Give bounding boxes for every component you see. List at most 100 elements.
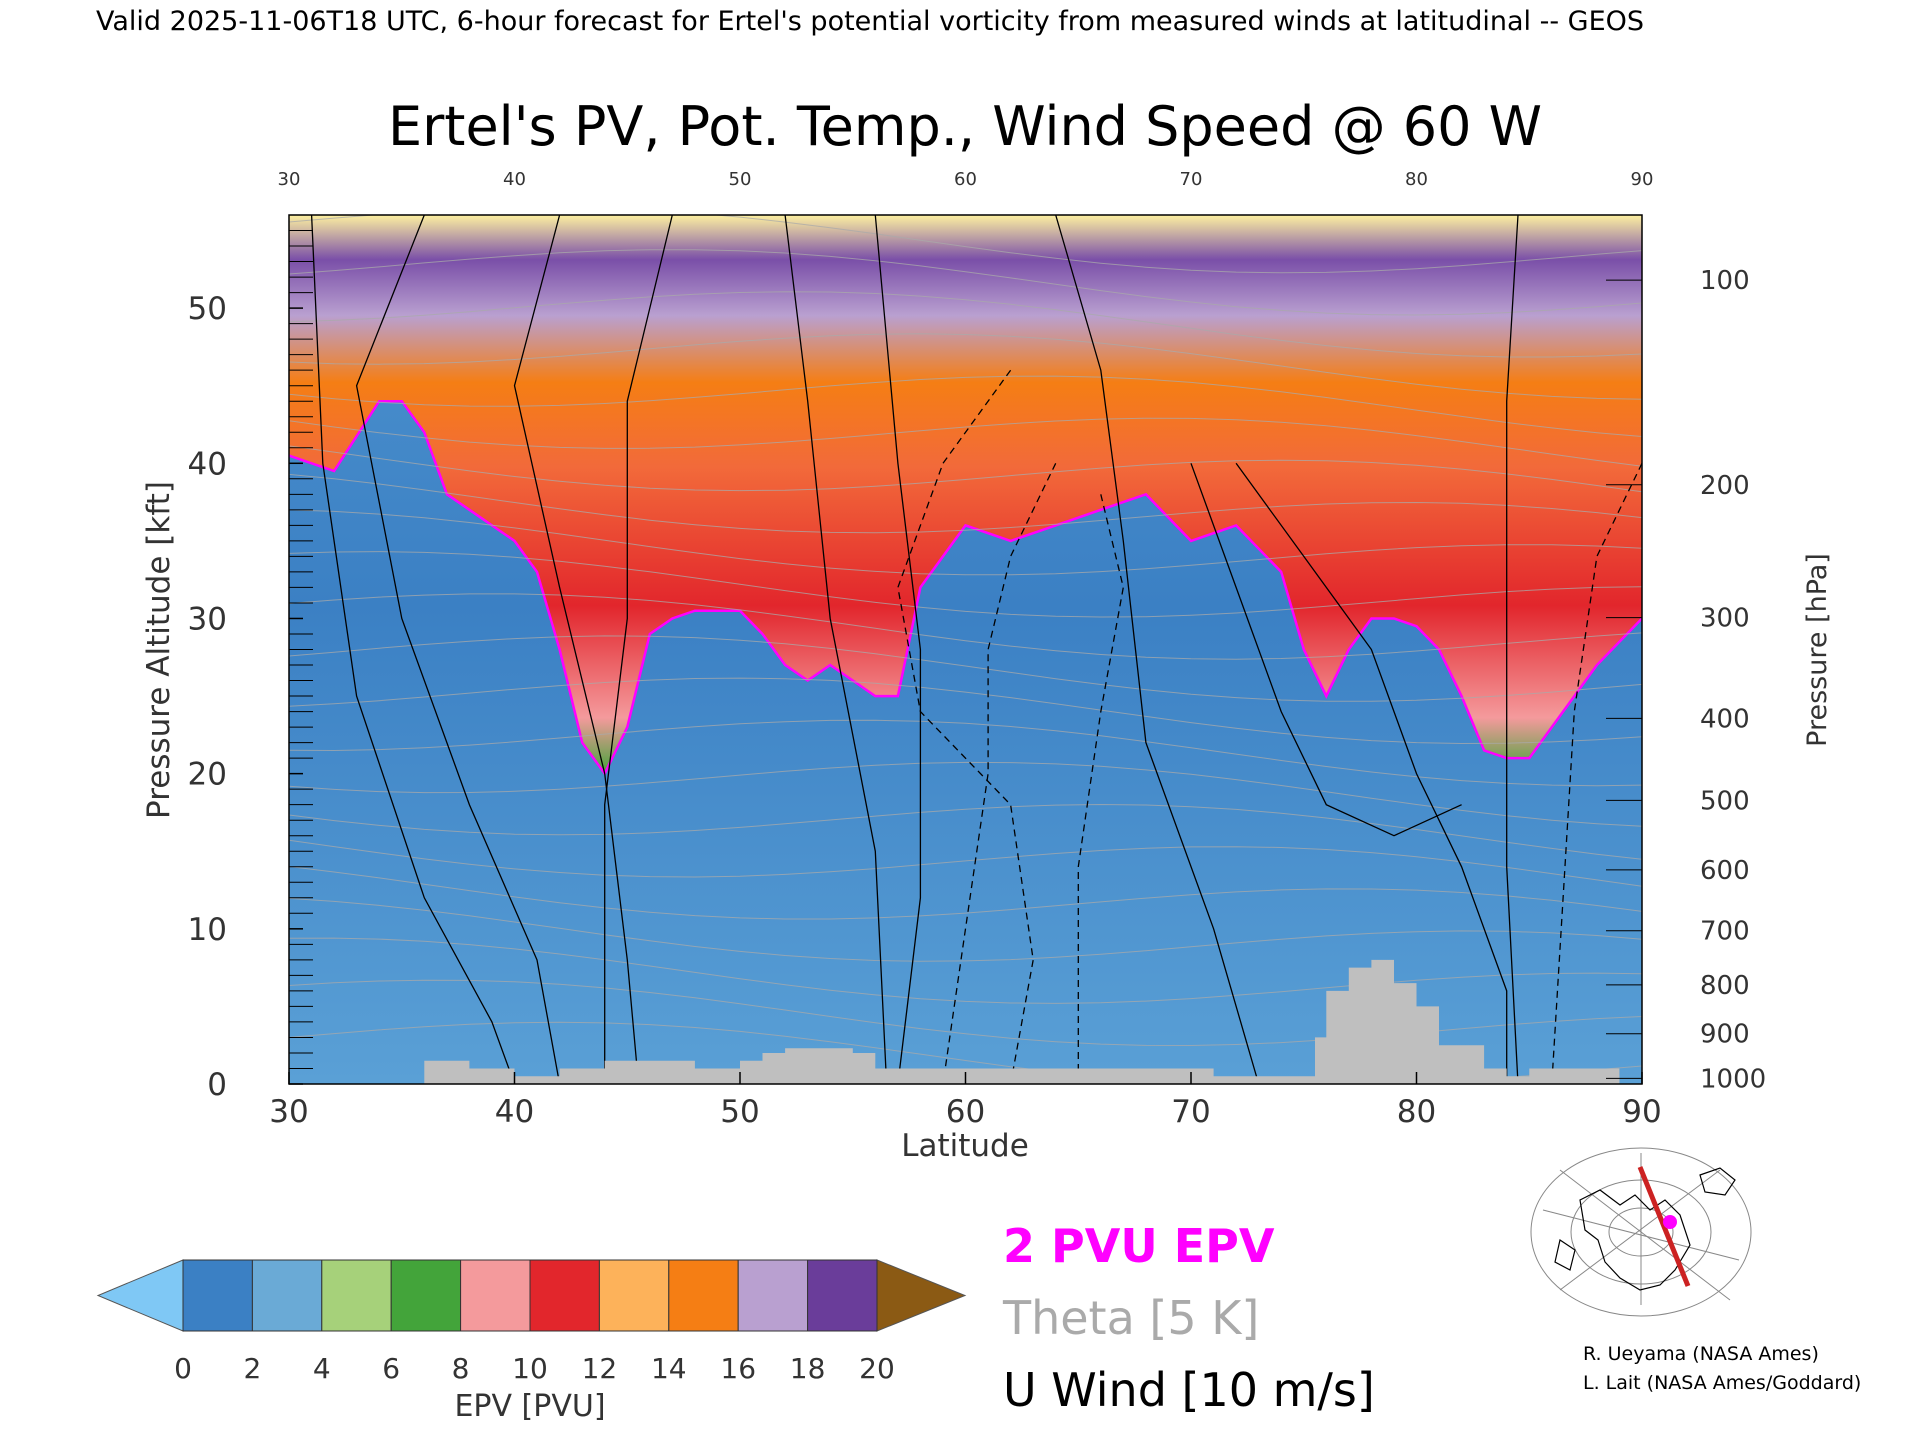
credit-line-2: L. Lait (NASA Ames/Goddard) (1583, 1372, 1861, 1394)
y-tick-label: 20 (188, 757, 227, 793)
colorbar-tick-label: 20 (859, 1352, 895, 1385)
colorbar-tick-label: 8 (452, 1352, 470, 1385)
y-tick-label: 10 (188, 912, 227, 948)
inset-track-line (1637, 1166, 1691, 1287)
colorbar-swatch (529, 1259, 600, 1332)
top-x-tick-label: 60 (954, 169, 977, 190)
colorbar-tick-label: 12 (582, 1352, 618, 1385)
colorbar-tick-label: 14 (651, 1352, 687, 1385)
pv-2pvu-contour (289, 399, 1642, 777)
pressure-tick-label: 200 (1700, 471, 1750, 501)
colorbar-swatch (390, 1259, 462, 1332)
u-wind-contour (874, 215, 922, 1084)
colorbar-tick-label: 4 (313, 1352, 331, 1385)
theta-contour (289, 719, 1642, 787)
pressure-tick-label: 800 (1700, 971, 1750, 1001)
inset-coastline (1554, 1167, 1736, 1291)
pressure-tick-label: 500 (1700, 786, 1750, 816)
colorbar-tick-label: 6 (382, 1352, 400, 1385)
x-tick-label: 70 (1171, 1094, 1210, 1130)
x-tick-label: 60 (946, 1094, 985, 1130)
colorbar-swatch (598, 1259, 670, 1332)
colorbar-tick-label: 16 (720, 1352, 756, 1385)
theta-contour (289, 375, 1642, 437)
terrain-mask (424, 959, 1620, 1084)
top-x-tick-label: 30 (278, 169, 301, 190)
y2-axis-label: Pressure [hPa] (1802, 553, 1833, 747)
u-wind-contour (784, 215, 888, 1084)
theta-contour (289, 593, 1642, 660)
pressure-tick-label: 900 (1700, 1020, 1750, 1050)
x-tick-label: 30 (269, 1094, 308, 1130)
theta-contour (289, 839, 1642, 887)
colorbar-tick-label: 2 (243, 1352, 261, 1385)
colorbar-swatch (182, 1259, 253, 1332)
u-wind-contour (1190, 463, 1462, 837)
theta-contour (289, 1021, 1642, 1084)
x-tick-label: 80 (1397, 1094, 1436, 1130)
colorbar-swatch (460, 1259, 531, 1332)
theta-contour (289, 509, 1642, 576)
u-wind-contour (513, 215, 640, 1084)
y-tick-label: 40 (188, 446, 227, 482)
y-tick-label: 0 (207, 1067, 227, 1103)
chart-title: Ertel's PV, Pot. Temp., Wind Speed @ 60 … (388, 95, 1542, 158)
colorbar-swatch (807, 1259, 878, 1332)
colorbar-swatch (668, 1259, 739, 1332)
inset-map (1530, 1147, 1752, 1317)
colorbar-label: EPV [PVU] (454, 1389, 605, 1424)
y-axis-label: Pressure Altitude [kft] (141, 481, 177, 819)
top-x-tick-label: 70 (1180, 169, 1203, 190)
colorbar-over-arrow (876, 1259, 967, 1332)
colorbar-swatch (321, 1259, 392, 1332)
u-wind-contour (1055, 215, 1260, 1084)
theta-contour (289, 761, 1642, 827)
theta-contour (289, 937, 1642, 1004)
u-wind-contour (310, 215, 516, 1084)
theta-contour (289, 445, 1642, 493)
theta-contour (289, 677, 1642, 745)
legend-pv: 2 PVU EPV (1003, 1219, 1275, 1273)
theta-contour (289, 249, 1642, 316)
stratosphere-pv-field (289, 215, 1642, 774)
u-wind-contour (1506, 215, 1519, 1084)
legend-u-wind: U Wind [10 m/s] (1003, 1363, 1375, 1417)
top-x-tick-label: 40 (503, 169, 526, 190)
colorbar: 0 2 4 6 8 10 12 14 16 18 20 (96, 1259, 967, 1385)
theta-contour (289, 866, 1642, 920)
colorbar-tick-label: 0 (174, 1352, 192, 1385)
u-wind-contour (1235, 462, 1508, 1084)
pressure-tick-label: 600 (1700, 856, 1750, 886)
u-wind-contour (604, 215, 673, 1084)
u-wind-contour (1551, 463, 1642, 1084)
pressure-tick-label: 700 (1700, 917, 1750, 947)
theta-contour (289, 897, 1642, 962)
x-axis-label: Latitude (901, 1128, 1029, 1164)
theta-contour (289, 291, 1642, 358)
top-x-tick-label: 80 (1405, 169, 1428, 190)
x-tick-label: 40 (495, 1094, 534, 1130)
pressure-tick-label: 1000 (1700, 1064, 1766, 1094)
y-tick-label: 30 (188, 601, 227, 637)
pressure-tick-label: 400 (1700, 704, 1750, 734)
legend-theta: Theta [5 K] (1002, 1291, 1259, 1345)
pressure-tick-label: 100 (1700, 266, 1750, 296)
credit-line-1: R. Ueyama (NASA Ames) (1583, 1343, 1819, 1365)
u-wind-contour (897, 369, 1034, 1084)
plot-area (288, 214, 1643, 1085)
colorbar-swatch (737, 1259, 809, 1332)
x-tick-label: 90 (1622, 1094, 1661, 1130)
pressure-tick-label: 300 (1700, 604, 1750, 634)
theta-contour (289, 215, 1642, 274)
theta-contour (289, 473, 1642, 534)
theta-contour (289, 551, 1642, 618)
y-tick-label: 50 (188, 291, 227, 327)
u-wind-contour (355, 215, 561, 1084)
theta-contour (289, 333, 1642, 400)
top-x-tick-label: 50 (729, 169, 752, 190)
theta-contour (289, 803, 1642, 860)
inset-location-marker (1663, 1215, 1677, 1229)
top-x-tick-label: 90 (1631, 169, 1654, 190)
u-wind-contour (942, 463, 1057, 1084)
u-wind-contour (1077, 494, 1124, 1084)
